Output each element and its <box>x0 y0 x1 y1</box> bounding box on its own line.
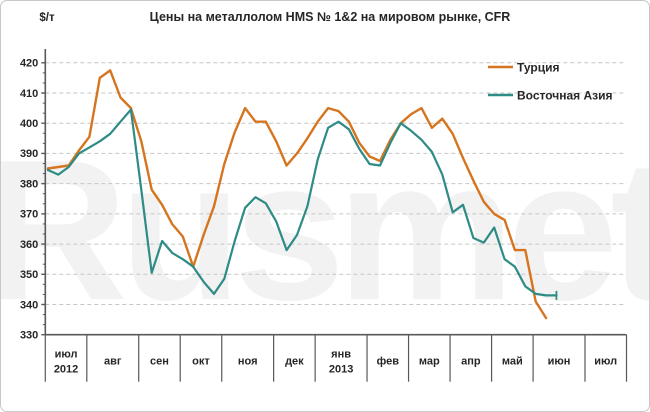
month-label: июл <box>594 356 617 368</box>
month-year-label: 2012 <box>54 364 78 376</box>
y-tick-label: 420 <box>20 58 38 70</box>
y-axis-unit-label: $/т <box>39 12 55 24</box>
rusmet-watermark: Rusmet <box>1 119 649 342</box>
y-tick-label: 410 <box>20 88 38 100</box>
month-label: апр <box>461 356 481 368</box>
month-label: янв <box>331 349 351 361</box>
month-label: дек <box>285 356 304 368</box>
legend-label-east-asia: Восточная Азия <box>517 89 613 103</box>
legend-label-turkey: Турция <box>517 61 559 75</box>
y-tick-label: 370 <box>20 209 38 221</box>
month-label: сен <box>150 356 169 368</box>
y-tick-label: 400 <box>20 118 38 130</box>
y-tick-label: 340 <box>20 299 38 311</box>
month-label: окт <box>192 356 210 368</box>
series-line-turkey <box>46 69 548 320</box>
axes <box>41 49 628 382</box>
y-tick-label: 330 <box>20 330 38 342</box>
chart-title: Цены на металлолом HMS № 1&2 на мировом … <box>150 10 511 24</box>
legend: Турция Восточная Азия <box>488 61 613 103</box>
month-label: май <box>502 356 523 368</box>
month-label: июн <box>548 356 571 368</box>
data-series <box>46 69 558 320</box>
month-label: мар <box>419 356 440 368</box>
month-label: фев <box>377 356 400 368</box>
y-tick-label: 360 <box>20 239 38 251</box>
y-tick-label: 390 <box>20 148 38 160</box>
series-line-east-asia <box>46 108 558 297</box>
y-tick-label: 380 <box>20 178 38 190</box>
y-tick-label: 350 <box>20 269 38 281</box>
month-label: авг <box>104 356 122 368</box>
month-year-label: 2013 <box>329 364 353 376</box>
month-label: ноя <box>238 356 258 368</box>
x-axis-month-labels: июл 2012 авг сен окт ноя дек янв 2013 фев мар апр ма… <box>54 349 617 376</box>
month-label: июл <box>55 349 78 361</box>
y-axis-tick-labels: 330 340 350 360 370 380 390 400 410 420 <box>20 58 38 342</box>
